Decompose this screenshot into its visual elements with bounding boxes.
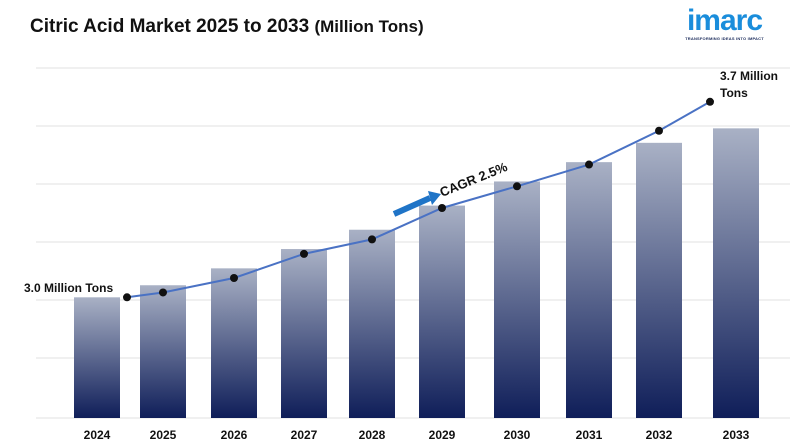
trend-point-2026 <box>230 274 238 282</box>
bar-2025 <box>140 285 186 418</box>
trend-line <box>123 97 714 302</box>
trend-point-2024 <box>123 293 131 302</box>
logo-wordmark: imarc <box>686 4 763 37</box>
trend-point-2027 <box>300 249 308 258</box>
chart-title-unit: (Million Tons) <box>314 17 424 36</box>
bar-2033 <box>713 128 759 418</box>
x-tick-2032: 2032 <box>646 428 673 442</box>
trend-point-2032 <box>655 126 663 135</box>
cagr-arrow <box>392 191 441 217</box>
x-tick-2024: 2024 <box>84 428 111 442</box>
x-tick-2025: 2025 <box>150 428 177 442</box>
trend-line-path <box>126 100 711 299</box>
x-tick-2027: 2027 <box>291 428 318 442</box>
bar-2024 <box>74 297 120 418</box>
bar-2028 <box>349 229 395 418</box>
chart-title: Citric Acid Market 2025 to 2033 (Million… <box>30 16 424 38</box>
trend-point-2025 <box>159 288 167 297</box>
x-tick-2030: 2030 <box>504 428 531 442</box>
x-axis-ticks: 2024 2025 2026 2027 2028 2029 2030 2031 2032 2033 <box>84 428 750 442</box>
trend-point-2030 <box>513 182 521 191</box>
x-tick-2031: 2031 <box>576 428 603 442</box>
imarc-logo: imarc TRANSFORMING IDEAS INTO IMPACT <box>677 4 772 41</box>
x-tick-2029: 2029 <box>429 428 456 442</box>
x-tick-2033: 2033 <box>723 428 750 442</box>
bar-2027 <box>281 249 327 418</box>
end-value-label-line1: 3.7 Million <box>720 69 778 83</box>
trend-point-2031 <box>585 160 593 169</box>
trend-point-2029 <box>438 204 446 212</box>
bar-2032 <box>636 142 682 419</box>
trend-point-2028 <box>368 235 376 244</box>
x-tick-2026: 2026 <box>221 428 248 442</box>
bar-2029 <box>419 205 465 418</box>
x-tick-2028: 2028 <box>359 428 386 442</box>
bars <box>74 128 759 419</box>
bar-2030 <box>494 181 540 418</box>
trend-point-2033 <box>706 97 714 106</box>
logo-tagline: TRANSFORMING IDEAS INTO IMPACT <box>685 36 764 41</box>
bar-2026 <box>211 268 257 418</box>
bar-2031 <box>566 162 612 418</box>
chart-title-text: Citric Acid Market 2025 to 2033 <box>30 16 310 37</box>
start-value-label: 3.0 Million Tons <box>24 281 113 295</box>
end-value-label-line2: Tons <box>720 86 748 100</box>
